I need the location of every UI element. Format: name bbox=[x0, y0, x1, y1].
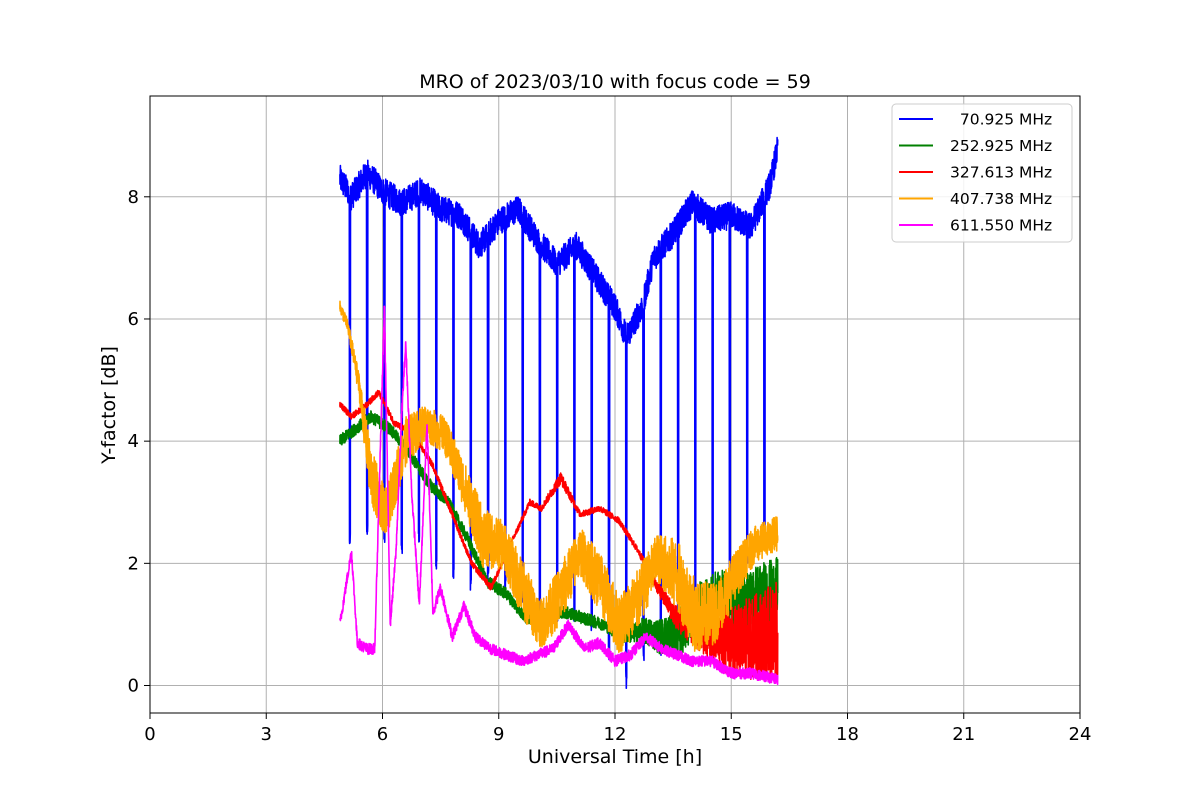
y-tick-label: 0 bbox=[128, 676, 139, 697]
y-axis-label: Y-factor [dB] bbox=[98, 346, 120, 465]
x-tick-label: 0 bbox=[144, 724, 155, 745]
legend: 70.925 MHz 252.925 MHz 327.613 MHz 407.738 … bbox=[891, 103, 1073, 243]
series-line-4 bbox=[339, 305, 779, 686]
chart-title: MRO of 2023/03/10 with focus code = 59 bbox=[419, 71, 811, 93]
x-axis-label: Universal Time [h] bbox=[528, 746, 702, 768]
legend-label: 252.925 MHz bbox=[950, 137, 1052, 155]
x-tick-label: 3 bbox=[261, 724, 272, 745]
series-line-0 bbox=[339, 136, 779, 689]
y-tick-label: 6 bbox=[128, 309, 139, 330]
legend-label: 327.613 MHz bbox=[950, 164, 1052, 182]
legend-label: 407.738 MHz bbox=[950, 190, 1052, 208]
legend-box bbox=[891, 103, 1073, 243]
x-tick-label: 24 bbox=[1069, 724, 1092, 745]
x-tick-label: 12 bbox=[604, 724, 627, 745]
legend-label: 70.925 MHz bbox=[950, 111, 1052, 129]
x-tick-label: 6 bbox=[377, 724, 388, 745]
x-tick-label: 21 bbox=[952, 724, 975, 745]
legend-label: 611.550 MHz bbox=[950, 217, 1052, 235]
x-tick-label: 18 bbox=[836, 724, 859, 745]
y-tick-label: 4 bbox=[128, 431, 139, 452]
y-tick-label: 8 bbox=[128, 187, 139, 208]
x-tick-label: 9 bbox=[493, 724, 504, 745]
y-axis: 0 2 4 6 8 bbox=[128, 187, 150, 697]
series-line-3 bbox=[339, 300, 779, 653]
x-axis: 0 3 6 9 12 15 18 21 24 bbox=[144, 713, 1091, 745]
series-layer bbox=[339, 136, 779, 689]
y-tick-label: 2 bbox=[128, 553, 139, 574]
x-tick-label: 15 bbox=[720, 724, 743, 745]
